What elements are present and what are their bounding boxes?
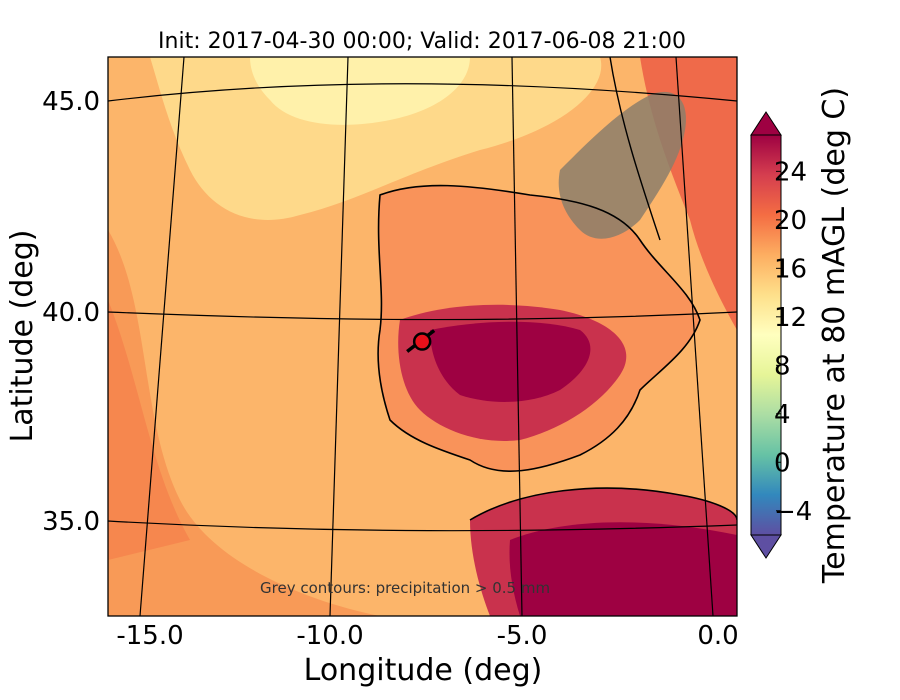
colorbar-tick-label: 20 (774, 206, 807, 236)
xtick-label: 0.0 (697, 621, 738, 651)
colorbar-label: Temperature at 80 mAGL (deg C) (817, 87, 852, 584)
colorbar: 24 20 16 12 8 4 0 −4 (750, 111, 812, 559)
precip-note: Grey contours: precipitation > 0.5 mm (260, 579, 550, 597)
temperature-field (108, 57, 737, 616)
colorbar-tick-label: 16 (774, 254, 807, 284)
xtick-label: -15.0 (116, 621, 183, 651)
y-tick-labels: 45.0 40.0 35.0 (42, 87, 100, 537)
colorbar-tick-label: −4 (774, 497, 812, 527)
colorbar-min-arrow (750, 534, 782, 559)
colorbar-tick-label: 4 (774, 400, 791, 430)
ytick-label: 45.0 (42, 87, 100, 117)
plot-title: Init: 2017-04-30 00:00; Valid: 2017-06-0… (158, 29, 686, 54)
colorbar-tick-label: 12 (774, 303, 807, 333)
ytick-label: 40.0 (42, 298, 100, 328)
xtick-label: -10.0 (296, 621, 363, 651)
colorbar-tick-label: 24 (774, 157, 807, 187)
y-axis-label: Latitude (deg) (5, 230, 40, 443)
colorbar-tick-label: 0 (774, 448, 791, 478)
site-marker (406, 329, 436, 353)
x-axis-label: Longitude (deg) (304, 653, 543, 688)
coastline (377, 184, 701, 472)
colorbar-tick-label: 8 (774, 351, 791, 381)
ytick-label: 35.0 (42, 507, 100, 537)
graticule (108, 57, 737, 616)
colorbar-bar (750, 134, 782, 536)
x-tick-labels: -15.0 -10.0 -5.0 0.0 (116, 621, 738, 651)
map-frame (107, 56, 738, 617)
xtick-label: -5.0 (497, 621, 548, 651)
colorbar-max-arrow (750, 111, 782, 136)
